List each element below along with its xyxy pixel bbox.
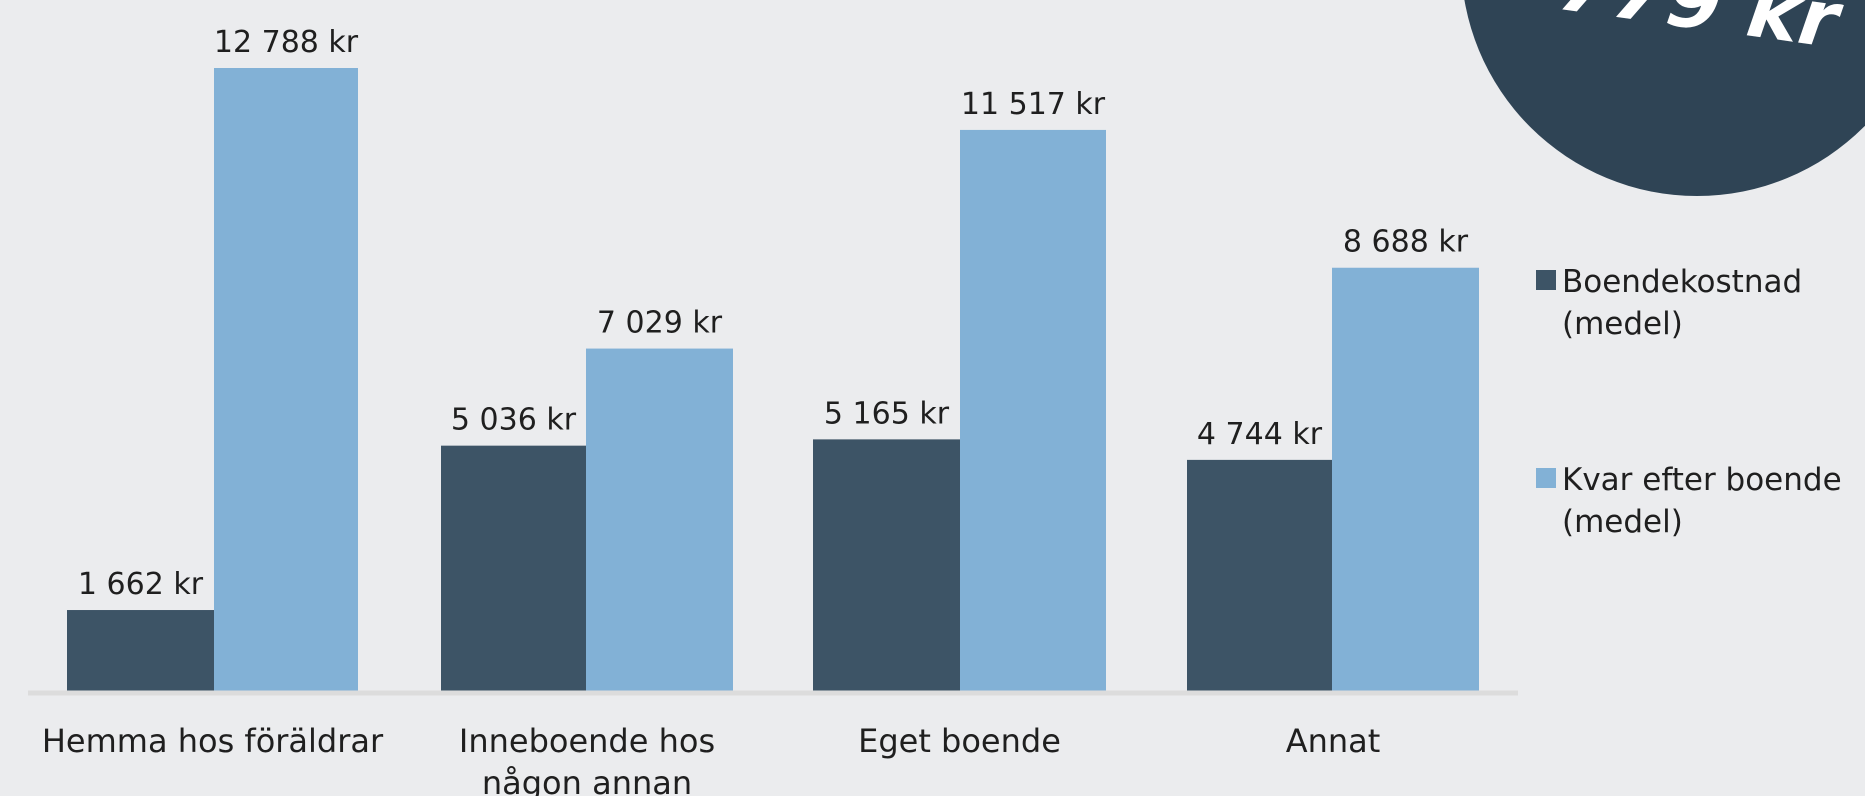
bars bbox=[67, 68, 1479, 692]
legend: Boendekostnad (medel) Kvar efter boende (me… bbox=[1536, 264, 1842, 540]
category-label-0-0: Hemma hos föräldrar bbox=[42, 722, 384, 760]
bar-kvar-0 bbox=[214, 68, 358, 691]
bar-boendekostnad-1 bbox=[441, 445, 586, 691]
legend-label-1-0: Kvar efter boende bbox=[1562, 462, 1842, 498]
legend-label-0-0: Boendekostnad bbox=[1562, 264, 1802, 300]
data-label-boendekostnad-0: 1 662 kr bbox=[78, 567, 204, 602]
badge-circle bbox=[1464, 0, 1865, 196]
data-label-kvar-0: 12 788 kr bbox=[214, 25, 359, 60]
category-label-3-0: Annat bbox=[1286, 722, 1381, 760]
bar-boendekostnad-3 bbox=[1187, 459, 1332, 691]
legend-swatch-0 bbox=[1536, 270, 1556, 290]
legend-label-1-1: (medel) bbox=[1562, 504, 1683, 540]
bar-boendekostnad-0 bbox=[67, 610, 214, 691]
data-label-kvar-2: 11 517 kr bbox=[961, 87, 1106, 122]
category-label-2-0: Eget boende bbox=[858, 722, 1061, 760]
data-label-kvar-3: 8 688 kr bbox=[1343, 225, 1469, 260]
category-label-1-0: Inneboende hos bbox=[459, 722, 715, 760]
data-labels: 1 662 kr 12 788 kr 5 036 kr 7 029 kr 5 165 k… bbox=[78, 25, 1469, 602]
data-label-boendekostnad-1: 5 036 kr bbox=[451, 403, 577, 438]
bar-kvar-2 bbox=[960, 129, 1106, 692]
data-label-boendekostnad-2: 5 165 kr bbox=[824, 396, 950, 431]
category-labels: Hemma hos föräldrar Inneboende hos någon a… bbox=[42, 722, 1380, 796]
summary-badge: 779 kr bbox=[1464, 0, 1865, 196]
category-label-1-1: någon annan bbox=[482, 764, 692, 796]
data-label-boendekostnad-3: 4 744 kr bbox=[1197, 417, 1323, 452]
bar-boendekostnad-2 bbox=[813, 439, 960, 691]
legend-label-0-1: (medel) bbox=[1562, 306, 1683, 342]
legend-swatch-1 bbox=[1536, 468, 1556, 488]
bar-kvar-3 bbox=[1332, 267, 1479, 691]
data-label-kvar-1: 7 029 kr bbox=[597, 306, 723, 341]
bar-kvar-1 bbox=[586, 348, 733, 691]
